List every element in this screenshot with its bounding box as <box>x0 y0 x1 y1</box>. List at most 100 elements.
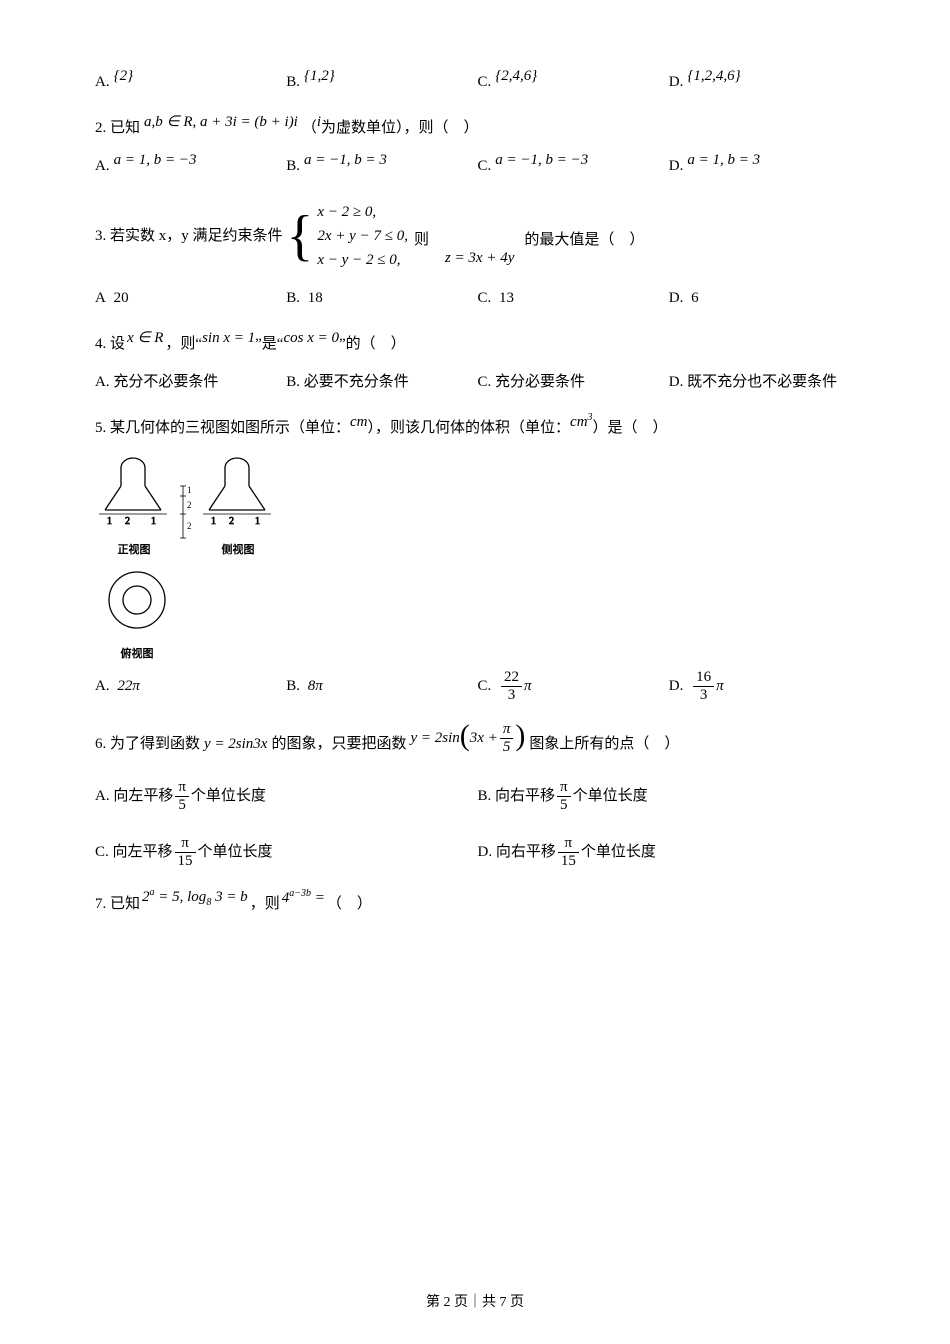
unit-cm: cm <box>350 410 368 434</box>
svg-text:2: 2 <box>125 516 130 527</box>
stem-text: ），则该几何体的体积（单位： <box>368 416 571 440</box>
pi: π <box>524 674 532 698</box>
opt-label: C. <box>478 70 492 94</box>
cosx-expr: cos x = 0 <box>283 326 339 350</box>
q6-stem: 6. 为了得到函数 y = 2sin3x 的图象，只要把函数 y = 2sin … <box>95 727 860 761</box>
top-caption: 俯视图 <box>101 646 173 664</box>
x-in-r: x ∈ R <box>127 326 163 350</box>
lparen-icon: ( <box>460 726 470 746</box>
opt-label: D. <box>669 674 684 698</box>
y1-expr: y = 2sin3x <box>204 732 267 756</box>
q3-opt-c: C. 13 <box>478 286 669 310</box>
opt-label: A. <box>95 154 110 178</box>
y2-expr: y = 2sin ( 3x + π 5 ) <box>410 721 525 755</box>
fraction: π 5 <box>557 779 571 813</box>
z-expr: z = 3x + 4y <box>445 246 514 270</box>
q4-opt-a: A. 充分不必要条件 <box>95 370 286 394</box>
q5-opt-a: A. 22π <box>95 674 286 698</box>
svg-text:2: 2 <box>187 500 192 510</box>
q1-opt-d: D. {1,2,4,6} <box>669 70 860 94</box>
stem-text: ）是（ ） <box>593 416 668 440</box>
fraction: π 5 <box>175 779 189 813</box>
opt-label: B. <box>286 70 300 94</box>
q1-opt-b: B. {1,2} <box>286 70 477 94</box>
opt-pre: A. 向左平移 <box>95 784 173 808</box>
q7-expr1: 2a = 5, log8 3 = b <box>142 885 248 911</box>
opt-value: 22π <box>117 674 140 698</box>
q1-opt-c: C. {2,4,6} <box>478 70 669 94</box>
q5-opt-b: B. 8π <box>286 674 477 698</box>
lamp-side-icon: 1 2 1 <box>199 454 277 532</box>
q6-row2: C. 向左平移 π 15 个单位长度 D. 向右平移 π 15 个单位长度 <box>95 835 860 869</box>
svg-text:2: 2 <box>229 516 234 527</box>
svg-text:1: 1 <box>151 516 156 527</box>
opt-label: D. <box>669 154 684 178</box>
system-lines: x − 2 ≥ 0, 2x + y − 7 ≤ 0, x − y − 2 ≤ 0… <box>317 200 408 272</box>
q2-opt-a: A. a = 1, b = −3 <box>95 154 286 178</box>
stem-text: ，则“ <box>165 332 202 356</box>
stem-text: 3. 若实数 x，y 满足约束条件 <box>95 224 283 248</box>
opt-pre: B. 向右平移 <box>478 784 556 808</box>
sys-line: 2x + y − 7 ≤ 0, <box>317 224 408 248</box>
q3-stem: 3. 若实数 x，y 满足约束条件 { x − 2 ≥ 0, 2x + y − … <box>95 200 860 272</box>
stem-text: ”的（ ） <box>339 332 406 356</box>
q1-options: A. {2} B. {1,2} C. {2,4,6} D. {1,2,4,6} <box>95 70 860 94</box>
sys-line: x − 2 ≥ 0, <box>317 200 408 224</box>
opt-label: A. <box>95 674 110 698</box>
q1-opt-a: A. {2} <box>95 70 286 94</box>
height-dims: 1 2 2 <box>173 482 199 560</box>
fraction: π 15 <box>175 835 196 869</box>
q5-stem: 5. 某几何体的三视图如图所示（单位： cm ），则该几何体的体积（单位： cm… <box>95 416 860 440</box>
opt-value: {2} <box>114 64 134 88</box>
opt-value: {1,2,4,6} <box>687 64 740 88</box>
q5-opt-c: C. 22 3 π <box>478 669 669 703</box>
stem-text: ，则 <box>250 892 280 916</box>
svg-text:1: 1 <box>187 485 192 495</box>
opt-value: 6 <box>691 286 699 310</box>
q6-opt-a: A. 向左平移 π 5 个单位长度 <box>95 779 478 813</box>
top-circles-icon <box>101 566 173 636</box>
q2-opt-c: C. a = −1, b = −3 <box>478 154 669 178</box>
opt-label: C. <box>478 154 492 178</box>
opt-value: 13 <box>499 286 514 310</box>
opt-label: C. <box>478 286 492 310</box>
q6-opt-b: B. 向右平移 π 5 个单位长度 <box>478 779 861 813</box>
opt-label: D. <box>669 286 684 310</box>
q5-opt-d: D. 16 3 π <box>669 669 860 703</box>
front-view: 1 2 1 正视图 <box>95 454 173 560</box>
brace-icon: { <box>287 208 314 264</box>
fraction: 16 3 <box>693 669 714 703</box>
opt-value: 20 <box>114 286 129 310</box>
opt-label: A <box>95 286 106 310</box>
svg-text:1: 1 <box>211 516 216 527</box>
side-view: 1 2 1 侧视图 <box>199 454 277 560</box>
q2-opt-b: B. a = −1, b = 3 <box>286 154 477 178</box>
stem-text: 7. 已知 <box>95 892 140 916</box>
stem-text: 4. 设 <box>95 332 125 356</box>
q6-row1: A. 向左平移 π 5 个单位长度 B. 向右平移 π 5 个单位长度 <box>95 779 860 813</box>
q2-options: A. a = 1, b = −3 B. a = −1, b = 3 C. a =… <box>95 154 860 178</box>
q5-options: A. 22π B. 8π C. 22 3 π D. 16 3 π <box>95 669 860 703</box>
opt-post: 个单位长度 <box>198 840 273 864</box>
q2-opt-d: D. a = 1, b = 3 <box>669 154 860 178</box>
q3-options: A 20 B. 18 C. 13 D. 6 <box>95 286 860 310</box>
front-caption: 正视图 <box>95 542 173 560</box>
q2-stem: 2. 已知 a,b ∈ R, a + 3i = (b + i)i （ i 为虚数… <box>95 116 860 140</box>
side-caption: 侧视图 <box>199 542 277 560</box>
q3-opt-d: D. 6 <box>669 286 860 310</box>
lamp-front-icon: 1 2 1 <box>95 454 173 532</box>
constraint-system: { x − 2 ≥ 0, 2x + y − 7 ≤ 0, x − y − 2 ≤… <box>287 200 408 272</box>
svg-text:1: 1 <box>107 516 112 527</box>
unit-cm3: cm3 <box>570 410 593 434</box>
opt-value: {1,2} <box>304 64 335 88</box>
q6-opt-d: D. 向右平移 π 15 个单位长度 <box>478 835 861 869</box>
q4-opt-d: D. 既不充分也不必要条件 <box>669 370 860 394</box>
opt-value: 18 <box>308 286 323 310</box>
stem-text: 的最大值是（ ） <box>524 228 644 252</box>
opt-value: a = 1, b = −3 <box>114 148 197 172</box>
dim-column-icon: 1 2 2 <box>173 482 199 560</box>
three-view-figure: 1 2 1 正视图 1 <box>95 454 860 663</box>
stem-text: ”是“ <box>255 332 283 356</box>
imaginary-i: i <box>317 110 321 134</box>
fraction: 22 3 <box>501 669 522 703</box>
